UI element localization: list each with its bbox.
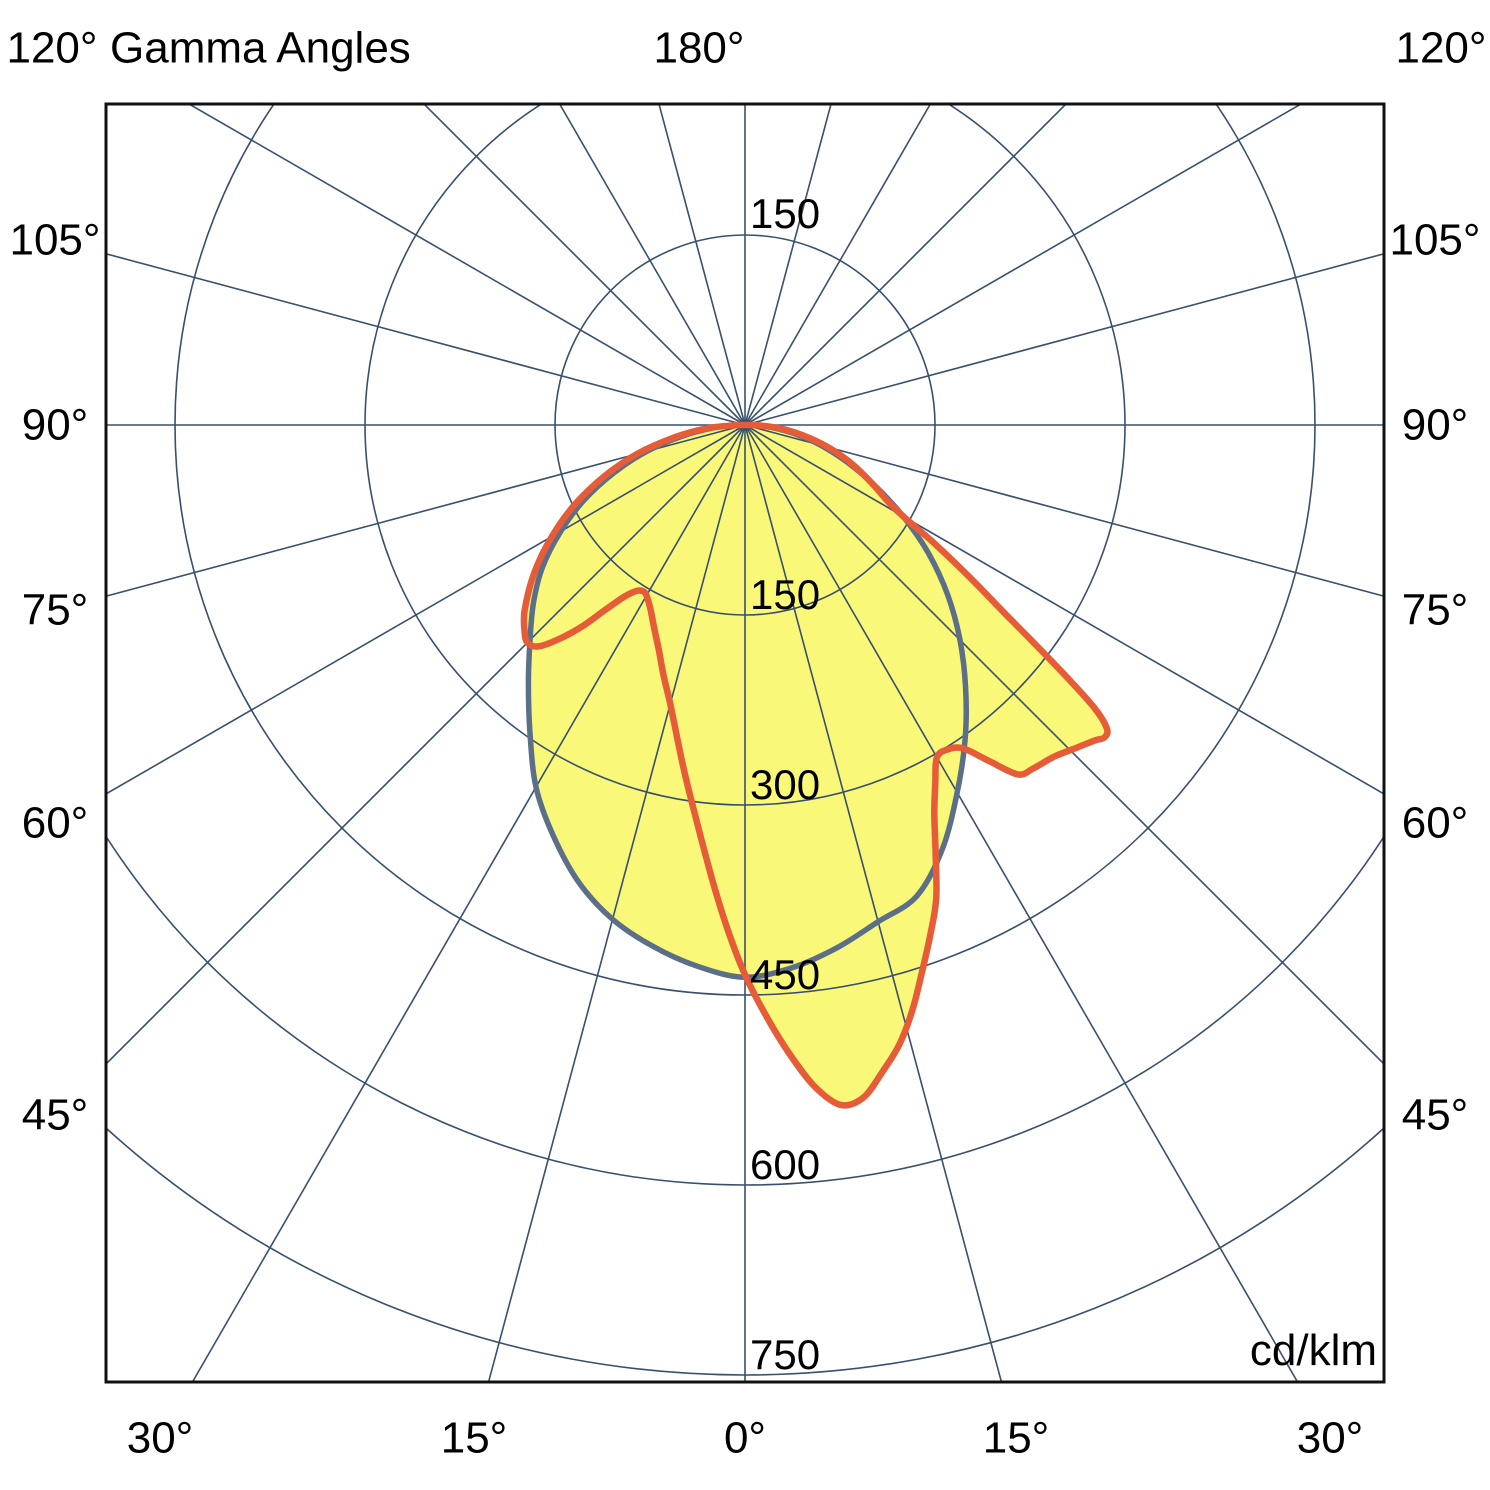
gamma-label-right-45: 45°	[1402, 1091, 1469, 1140]
ring-label-450: 450	[750, 951, 820, 998]
units-label: cd/klm	[1250, 1326, 1377, 1375]
gamma-label-bottom-1: 15°	[441, 1414, 508, 1463]
gamma-label-bottom-2: 0°	[724, 1414, 766, 1463]
ring-label-150: 150	[750, 571, 820, 618]
grid-ray-225	[422, 104, 746, 426]
grid-ray-345	[487, 424, 746, 1382]
curve-red	[520, 421, 1111, 1109]
ring-label-600: 600	[750, 1141, 820, 1188]
grid-ray-75	[744, 424, 1384, 598]
gamma-label-right-60: 60°	[1402, 799, 1469, 848]
gamma-label-layer: 105° 105° 90° 90° 75° 75° 60° 60° 45° 45° 30° 15° 0°…	[9, 216, 1480, 1463]
top-gamma-label-180: 180°	[653, 24, 744, 73]
ring-label-300: 300	[750, 761, 820, 808]
grid-ray-195	[658, 104, 746, 426]
grid-ray-255	[106, 252, 746, 426]
grid-ray-45	[744, 424, 1384, 1066]
gamma-label-left-90: 90°	[22, 401, 89, 450]
grid-ray-240	[187, 104, 746, 426]
gamma-label-right-90: 90°	[1402, 401, 1469, 450]
intensity-fill	[523, 425, 1108, 1106]
ring-label-750: 750	[750, 1331, 820, 1378]
curves-layer	[520, 421, 1111, 1109]
gamma-label-bottom-3: 15°	[983, 1414, 1050, 1463]
corner-label-top-left: 120°	[6, 24, 97, 73]
grid-ray-285	[106, 424, 746, 598]
grid-ray-315	[106, 424, 746, 1066]
gamma-label-right-105: 105°	[1389, 216, 1480, 265]
plot-border	[104, 102, 1386, 1384]
grid-ray-120	[744, 104, 1303, 426]
grid-ray-150	[744, 104, 932, 426]
gamma-label-left-105: 105°	[9, 216, 100, 265]
gamma-label-left-45: 45°	[22, 1091, 89, 1140]
grid-ray-105	[744, 252, 1384, 426]
grid-ray-15	[744, 424, 1003, 1382]
gamma-label-right-75: 75°	[1402, 586, 1469, 635]
ring-label-layer: 150 150 300 450 600 750	[750, 190, 820, 1378]
page-title: Gamma Angles	[110, 24, 411, 73]
grid-ray-60	[744, 424, 1384, 795]
corner-label-top-right: 120°	[1395, 24, 1486, 73]
grid-ray-165	[744, 104, 832, 426]
gamma-label-left-75: 75°	[22, 586, 89, 635]
grid-ray-210	[558, 104, 746, 426]
grid-ray-330	[191, 424, 746, 1382]
grid-ray-30	[744, 424, 1299, 1382]
gamma-label-bottom-4: 30°	[1297, 1414, 1364, 1463]
gamma-label-left-60: 60°	[22, 799, 89, 848]
grid-ray-300	[106, 424, 746, 795]
ring-label-above-pole: 150	[750, 190, 820, 237]
grid-ray-135	[744, 104, 1068, 426]
gamma-label-bottom-0: 30°	[127, 1414, 194, 1463]
